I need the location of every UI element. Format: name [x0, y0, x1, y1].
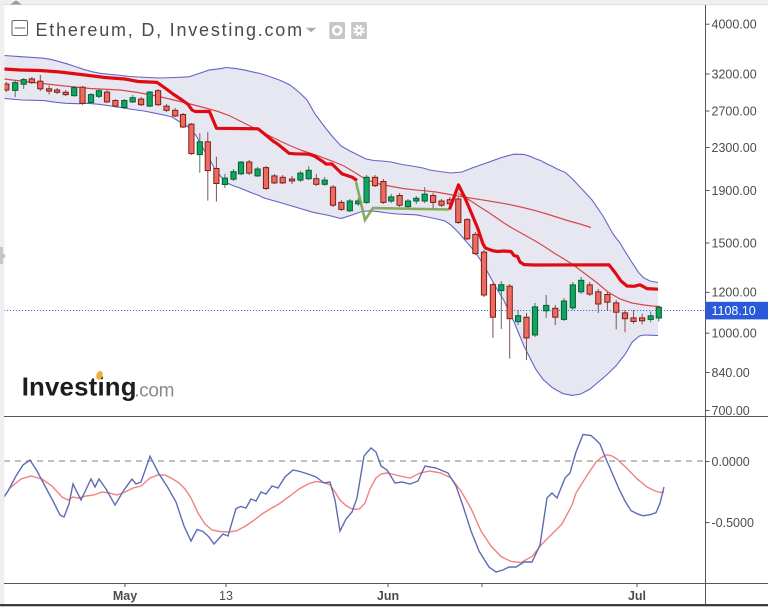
svg-text:-0.5000: -0.5000 — [712, 516, 754, 530]
svg-text:700.00: 700.00 — [712, 404, 750, 418]
svg-text:Ethereum, D, Investing.com: Ethereum, D, Investing.com — [36, 20, 304, 40]
svg-text:1108.10: 1108.10 — [712, 304, 756, 318]
svg-text:1900.00: 1900.00 — [712, 184, 757, 198]
svg-text:3200.00: 3200.00 — [712, 67, 757, 81]
svg-text:2700.00: 2700.00 — [712, 104, 757, 118]
svg-text:840.00: 840.00 — [712, 366, 750, 380]
svg-text:0.0000: 0.0000 — [712, 455, 750, 469]
svg-text:Investing: Investing — [22, 373, 137, 401]
svg-text:1200.00: 1200.00 — [712, 286, 757, 300]
svg-text:Jul: Jul — [628, 589, 646, 603]
svg-text:1500.00: 1500.00 — [712, 236, 757, 250]
svg-text:1000.00: 1000.00 — [712, 327, 757, 341]
svg-text:Jun: Jun — [377, 589, 399, 603]
svg-text:.com: .com — [134, 380, 174, 401]
svg-text:4000.00: 4000.00 — [712, 18, 757, 32]
svg-text:13: 13 — [219, 589, 233, 603]
svg-text:May: May — [113, 589, 137, 603]
svg-text:2300.00: 2300.00 — [712, 141, 757, 155]
